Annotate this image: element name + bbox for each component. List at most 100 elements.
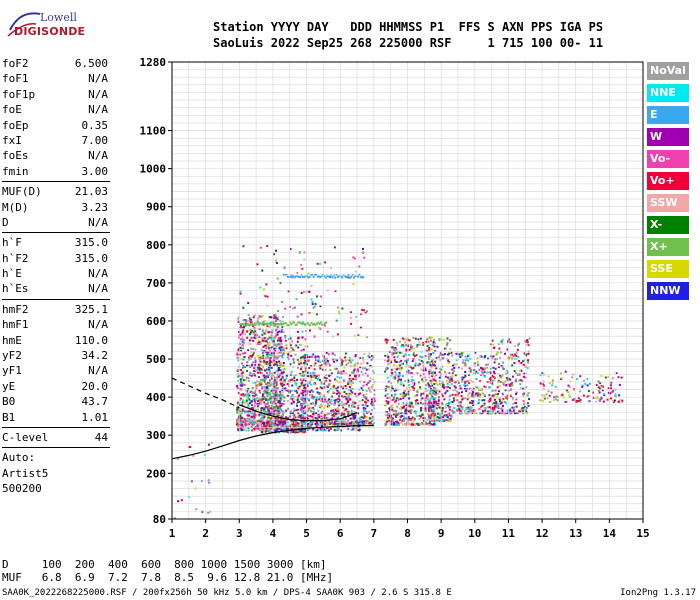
echo-point xyxy=(208,481,211,484)
echo-point xyxy=(321,429,324,432)
echo-point xyxy=(258,315,261,318)
echo-point xyxy=(419,410,422,413)
echo-point xyxy=(412,366,415,369)
echo-point xyxy=(296,421,299,424)
echo-point xyxy=(334,368,337,371)
param-row: B1 1.01 xyxy=(2,410,110,425)
echo-point xyxy=(254,357,257,360)
echo-point xyxy=(404,389,406,392)
echo-point xyxy=(289,337,292,340)
echo-point xyxy=(447,404,450,407)
echo-point xyxy=(273,385,276,388)
echo-point xyxy=(487,406,490,409)
echo-point xyxy=(265,347,268,350)
echo-point xyxy=(359,366,362,369)
echo-point xyxy=(281,412,284,415)
echo-point xyxy=(384,414,387,417)
echo-point xyxy=(258,358,261,361)
echo-point xyxy=(281,356,284,359)
echo-point xyxy=(339,364,342,367)
echo-point xyxy=(261,419,264,422)
echo-point xyxy=(527,391,530,394)
echo-point xyxy=(479,380,482,383)
echo-point xyxy=(262,331,265,334)
echo-point xyxy=(429,408,432,411)
echo-point xyxy=(268,343,271,346)
echo-point xyxy=(266,420,269,423)
echo-point xyxy=(266,371,268,374)
echo-point xyxy=(316,429,319,432)
echo-point xyxy=(492,406,495,409)
echo-point xyxy=(420,395,423,398)
echo-point xyxy=(312,397,315,400)
echo-point xyxy=(253,428,256,431)
echo-point xyxy=(282,348,285,351)
echo-point xyxy=(244,325,247,327)
echo-point xyxy=(240,349,243,352)
echo-point xyxy=(362,276,365,279)
echo-point xyxy=(417,338,420,341)
echo-point xyxy=(327,412,330,415)
param-row: yE 20.0 xyxy=(2,379,110,394)
echo-point xyxy=(584,382,587,385)
echo-point xyxy=(244,319,247,322)
echo-point xyxy=(387,358,390,361)
echo-point xyxy=(423,397,426,400)
echo-point xyxy=(312,428,315,431)
echo-point xyxy=(446,382,449,385)
echo-point xyxy=(267,342,269,345)
echo-point xyxy=(238,421,241,424)
echo-point xyxy=(318,423,321,426)
echo-point xyxy=(345,359,348,362)
echo-point xyxy=(250,351,253,354)
echo-point xyxy=(336,408,339,411)
echo-point xyxy=(341,420,344,423)
echo-point xyxy=(422,417,425,420)
echo-point xyxy=(319,364,322,367)
echo-point xyxy=(275,420,278,423)
echo-point xyxy=(617,376,620,379)
echo-point xyxy=(506,348,509,351)
echo-point xyxy=(280,378,283,381)
echo-point xyxy=(239,323,242,326)
echo-point xyxy=(332,414,335,417)
echo-point xyxy=(411,345,414,348)
echo-point xyxy=(502,405,504,407)
echo-point xyxy=(301,323,304,325)
echo-point xyxy=(412,382,414,385)
param-key: D xyxy=(2,215,9,229)
echo-point xyxy=(250,412,253,415)
echo-point xyxy=(283,396,286,399)
echo-point xyxy=(300,374,303,377)
echo-point xyxy=(253,399,256,402)
echo-point xyxy=(275,414,278,417)
echo-point xyxy=(252,361,255,364)
echo-point xyxy=(527,404,530,407)
echo-point xyxy=(258,356,261,359)
echo-point xyxy=(337,310,340,313)
echo-point xyxy=(421,356,424,359)
echo-point xyxy=(460,352,463,355)
echo-point xyxy=(338,395,341,398)
echo-point xyxy=(274,399,277,402)
echo-point xyxy=(253,413,256,416)
echo-point xyxy=(362,408,365,411)
echo-point xyxy=(607,391,610,394)
echo-point xyxy=(348,356,351,359)
echo-point xyxy=(583,380,586,383)
echo-point xyxy=(402,384,405,387)
echo-point xyxy=(445,390,448,393)
echo-point xyxy=(276,418,279,421)
echo-point xyxy=(428,422,431,424)
echo-point xyxy=(271,372,274,375)
echo-point xyxy=(359,419,362,422)
echo-point xyxy=(285,431,288,434)
echo-point xyxy=(342,426,345,429)
echo-point xyxy=(309,407,312,410)
logo-text-bottom: DIGISONDE xyxy=(14,25,86,38)
echo-point xyxy=(331,419,333,422)
echo-point xyxy=(334,409,337,411)
param-value: 1.01 xyxy=(81,410,109,424)
echo-point xyxy=(434,393,437,396)
echo-point xyxy=(237,356,240,359)
